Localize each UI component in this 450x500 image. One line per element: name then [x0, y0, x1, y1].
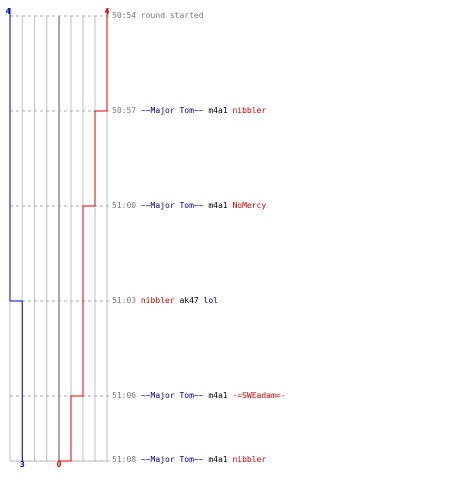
event-row: 51:06 ~~Major Tom~~ m4a1 -=SWEadam=- — [112, 391, 285, 401]
killer-name: ~~Major Tom~~ — [140, 455, 204, 464]
event-row: 50:54 round started — [112, 11, 204, 21]
weapon: m4a1 — [203, 106, 233, 115]
killer-name: ~~Major Tom~~ — [140, 201, 204, 210]
weapon: m4a1 — [203, 455, 233, 464]
grid-lines — [9, 16, 108, 462]
red-team-line — [58, 8, 108, 462]
victim-name: -=SWEadam=- — [232, 391, 286, 400]
weapon: ak47 — [174, 296, 204, 305]
victim-name: nibbler — [232, 106, 267, 115]
event-time: 50:54 — [112, 11, 137, 20]
event-time: 51:06 — [112, 391, 137, 400]
blue-end-count: 3 — [20, 460, 25, 469]
blue-start-count: 4 — [6, 7, 11, 16]
victim-name: NoMercy — [232, 201, 267, 210]
event-row: 51:00 ~~Major Tom~~ m4a1 NoMercy — [112, 201, 266, 211]
red-start-count: 4 — [105, 7, 110, 16]
red-end-count: 0 — [57, 460, 62, 469]
victim-name: nibbler — [232, 455, 267, 464]
weapon: m4a1 — [203, 201, 233, 210]
killer-name: nibbler — [140, 296, 175, 305]
event-row: 50:57 ~~Major Tom~~ m4a1 nibbler — [112, 106, 266, 116]
killer-name: ~~Major Tom~~ — [140, 391, 204, 400]
killer-name: ~~Major Tom~~ — [140, 106, 204, 115]
weapon: m4a1 — [203, 391, 233, 400]
blue-team-line — [9, 8, 23, 462]
event-text: round started — [140, 11, 204, 20]
victim-name: lol — [203, 296, 218, 305]
event-row: 51:03 nibbler ak47 lol — [112, 296, 218, 306]
event-time: 50:57 — [112, 106, 137, 115]
event-row: 51:08 ~~Major Tom~~ m4a1 nibbler — [112, 455, 266, 465]
event-time: 51:03 — [112, 296, 137, 305]
event-time: 51:00 — [112, 201, 137, 210]
event-time: 51:08 — [112, 455, 137, 464]
